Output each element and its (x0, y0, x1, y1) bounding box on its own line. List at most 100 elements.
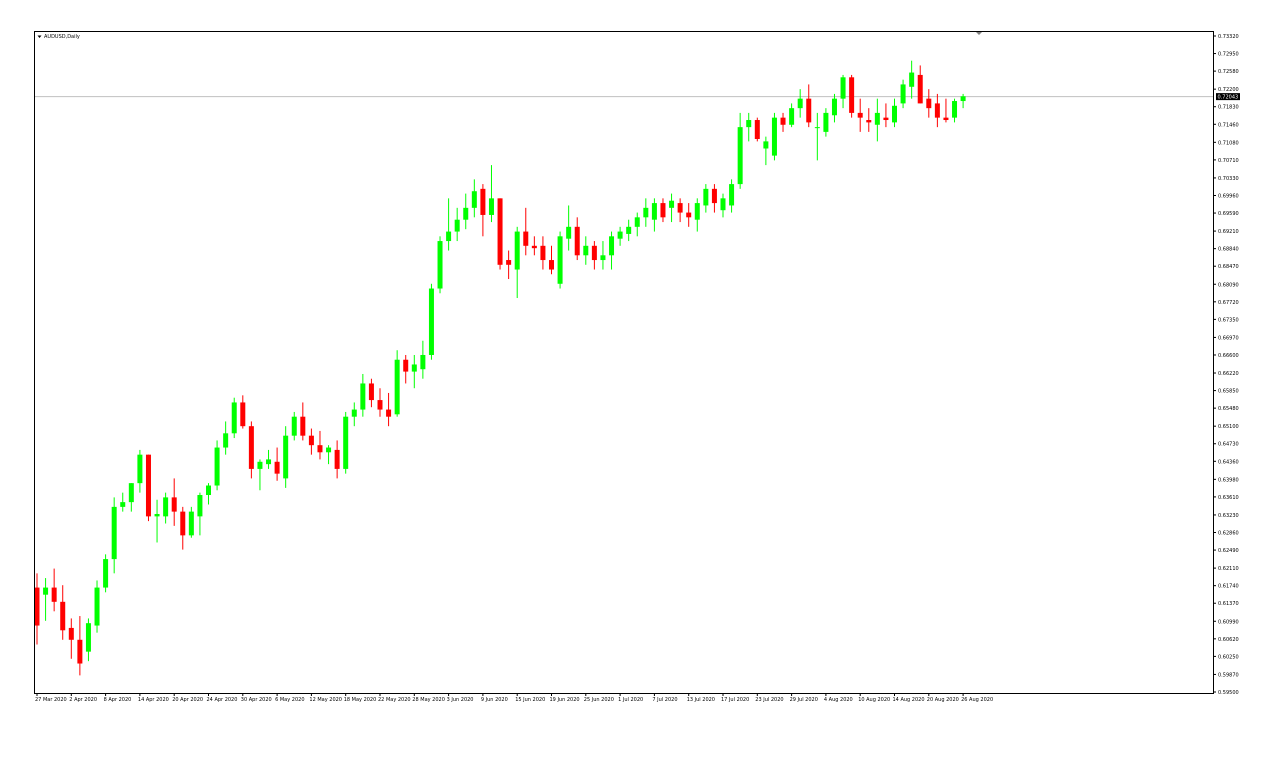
candle-body (351, 409, 357, 417)
candle (831, 93, 837, 123)
x-tick-label: 27 Mar 2020 (35, 697, 67, 703)
candle-body (831, 98, 837, 116)
candle-body (128, 483, 134, 503)
candle (34, 573, 40, 645)
candle (248, 421, 254, 479)
candle (617, 226, 623, 246)
y-tick-label: 0.69210 (1218, 229, 1239, 235)
x-tick-label: 20 Aug 2020 (927, 697, 959, 703)
candle-body (823, 112, 829, 132)
candle (77, 616, 83, 676)
candle (574, 217, 580, 261)
candle-body (514, 231, 520, 270)
candle (154, 499, 160, 543)
current-price-label: 0.72043 (1218, 95, 1239, 101)
y-tick-label: 0.73320 (1218, 34, 1239, 40)
y-tick-label: 0.64730 (1218, 442, 1239, 448)
plot-frame (34, 31, 1214, 694)
candle-body (943, 117, 949, 121)
candle (763, 136, 769, 166)
y-tick-label: 0.60250 (1218, 654, 1239, 660)
candle (171, 478, 177, 526)
candle-body (557, 236, 563, 284)
candle (283, 426, 289, 488)
candle-body (909, 72, 915, 87)
candle-body (274, 461, 280, 474)
y-tick-label: 0.63610 (1218, 495, 1239, 501)
candle-body (771, 117, 777, 156)
y-tick-label: 0.59870 (1218, 672, 1239, 678)
candle-body (651, 203, 657, 220)
candle (514, 226, 520, 299)
y-tick-label: 0.71830 (1218, 105, 1239, 111)
x-tick-label: 4 Aug 2020 (824, 697, 853, 703)
candle (797, 89, 803, 118)
shift-marker-icon[interactable] (976, 32, 982, 35)
candle-body (386, 409, 392, 417)
price-label: 0.72043 (1216, 93, 1240, 101)
candle-body (291, 416, 297, 436)
candle-body (111, 506, 117, 560)
candle (960, 93, 966, 109)
candle-body (60, 601, 66, 631)
candle (43, 578, 49, 621)
x-tick-label: 30 Apr 2020 (241, 697, 272, 703)
candle-body (488, 198, 494, 215)
candle (634, 212, 640, 237)
collapse-arrow-icon[interactable] (37, 35, 42, 39)
candle-body (797, 98, 803, 109)
x-tick-label: 7 Jul 2020 (652, 697, 677, 703)
candle (934, 93, 940, 128)
candle (94, 580, 100, 633)
candle-body (257, 461, 263, 469)
candle (60, 585, 66, 640)
candle (789, 103, 795, 128)
y-tick-label: 0.62860 (1218, 531, 1239, 537)
candle-body (711, 188, 717, 204)
candle (711, 184, 717, 213)
candle (531, 236, 537, 256)
candle-body (857, 112, 863, 118)
candle-body (480, 188, 486, 215)
candle (557, 231, 563, 289)
candle-body (523, 231, 529, 246)
candle-body (446, 231, 452, 242)
candles-layer (34, 60, 966, 676)
x-tick-label: 17 Jul 2020 (721, 697, 749, 703)
x-tick-label: 6 May 2020 (275, 697, 304, 703)
candle-body (746, 120, 752, 128)
candle (497, 198, 503, 270)
y-tick-label: 0.65100 (1218, 424, 1239, 430)
y-tick-label: 0.59500 (1218, 690, 1239, 696)
y-tick-label: 0.68840 (1218, 247, 1239, 253)
y-tick-label: 0.62490 (1218, 548, 1239, 554)
candle (206, 483, 211, 505)
candle (274, 447, 280, 481)
candle-body (368, 383, 374, 401)
candle (703, 184, 709, 213)
candle (591, 241, 597, 270)
candle-body (531, 245, 537, 249)
candle-body (583, 245, 589, 256)
candle-body (814, 127, 820, 129)
x-tick-label: 20 Apr 2020 (172, 697, 203, 703)
candle-body (540, 245, 546, 261)
x-tick-label: 29 Jul 2020 (790, 697, 818, 703)
candle-body (163, 497, 169, 517)
y-tick-label: 0.62110 (1218, 566, 1239, 572)
x-tick-label: 1 Jul 2020 (618, 697, 643, 703)
candle (917, 65, 923, 104)
candle-body (729, 184, 735, 206)
candle-body (497, 198, 503, 265)
candle-body (206, 485, 211, 496)
candle-body (900, 84, 906, 104)
candle-body (737, 127, 743, 185)
candle (437, 236, 443, 294)
x-tick-label: 12 May 2020 (309, 697, 342, 703)
candle (68, 618, 74, 659)
candle (669, 193, 675, 223)
candle (814, 112, 820, 161)
candle (720, 193, 726, 218)
